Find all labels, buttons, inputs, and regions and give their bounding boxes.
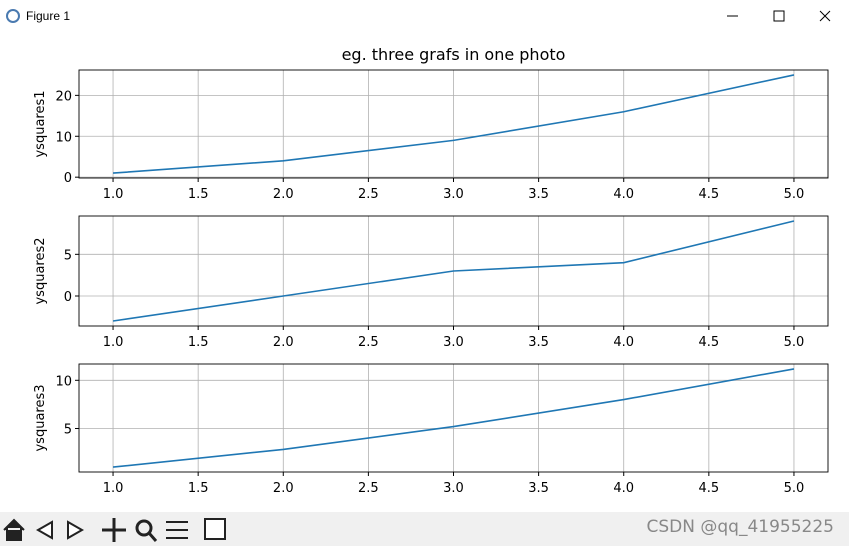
x-tick-label: 4.5	[698, 481, 719, 496]
x-tick-label: 2.5	[358, 335, 379, 350]
x-tick-label: 1.0	[103, 335, 124, 350]
x-tick-label: 2.0	[273, 187, 294, 202]
y-tick-label: 20	[55, 89, 72, 104]
x-tick-label: 4.5	[698, 187, 719, 202]
x-tick-label: 3.5	[528, 335, 549, 350]
x-tick-label: 4.0	[613, 481, 634, 496]
x-tick-label: 2.0	[273, 481, 294, 496]
pan-button[interactable]	[102, 518, 126, 542]
data-line	[112, 220, 795, 322]
watermark: CSDN @qq_41955225	[647, 517, 834, 537]
y-tick-label: 5	[64, 248, 72, 263]
data-line	[112, 74, 795, 174]
y-tick-label: 10	[55, 130, 72, 145]
y-axis-label: ysquares2	[33, 237, 48, 304]
x-tick-label: 3.5	[528, 187, 549, 202]
forward-button[interactable]	[67, 520, 85, 540]
y-tick-label: 5	[64, 423, 72, 438]
app-icon	[6, 9, 20, 23]
y-tick-label: 0	[64, 171, 72, 186]
x-tick-label: 5.0	[784, 187, 805, 202]
y-tick-label: 0	[64, 290, 72, 305]
x-tick-label: 1.5	[188, 481, 209, 496]
axes-frame	[78, 69, 829, 179]
x-tick-label: 4.0	[613, 187, 634, 202]
back-button[interactable]	[35, 520, 53, 540]
x-tick-label: 2.5	[358, 187, 379, 202]
axes-frame	[78, 215, 829, 327]
configure-button[interactable]	[166, 521, 188, 539]
x-tick-label: 4.5	[698, 335, 719, 350]
save-button[interactable]	[204, 518, 226, 540]
x-tick-label: 1.0	[103, 187, 124, 202]
home-button[interactable]	[3, 518, 25, 541]
x-tick-label: 1.5	[188, 187, 209, 202]
x-tick-label: 3.5	[528, 481, 549, 496]
x-tick-label: 4.0	[613, 335, 634, 350]
data-line	[112, 368, 795, 468]
close-button[interactable]	[819, 10, 831, 22]
chart-title: eg. three grafs in one photo	[342, 45, 566, 64]
y-axis-label: ysquares1	[33, 90, 48, 157]
x-tick-label: 5.0	[784, 481, 805, 496]
y-tick-label: 10	[55, 374, 72, 389]
x-tick-label: 1.5	[188, 335, 209, 350]
window-title: Figure 1	[26, 9, 70, 23]
axes-frame	[78, 363, 829, 473]
x-tick-label: 2.0	[273, 335, 294, 350]
zoom-button[interactable]	[135, 519, 158, 542]
plots: eg. three grafs in one photo ysquares1 1.0…	[33, 45, 829, 496]
title-bar	[0, 0, 849, 32]
x-tick-label: 1.0	[103, 481, 124, 496]
x-tick-label: 3.0	[443, 187, 464, 202]
y-axis-label: ysquares3	[33, 384, 48, 451]
maximize-button[interactable]	[773, 10, 785, 22]
x-tick-label: 3.0	[443, 481, 464, 496]
toolbar	[0, 512, 849, 546]
x-tick-label: 2.5	[358, 481, 379, 496]
x-tick-label: 5.0	[784, 335, 805, 350]
x-tick-label: 3.0	[443, 335, 464, 350]
